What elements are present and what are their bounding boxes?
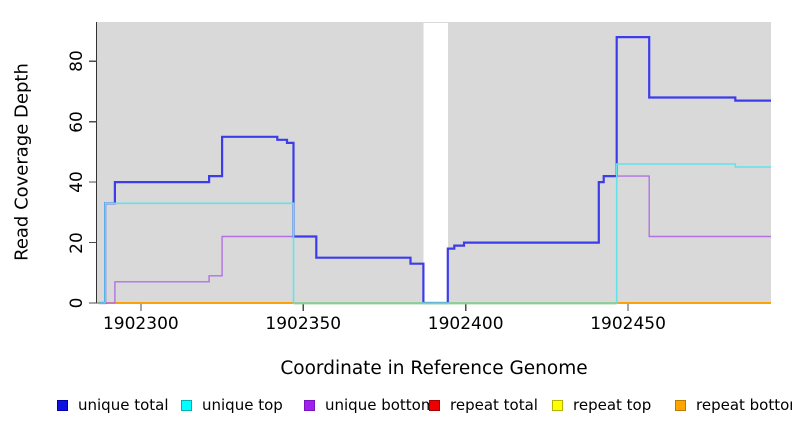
x-tick-label-1902450: 1902450 [590, 314, 666, 334]
series-unique-total [98, 36, 771, 305]
y-tick-label-60: 60 [67, 110, 87, 133]
x-tick-label-1902350: 1902350 [265, 314, 342, 334]
x-axis-title: Coordinate in Reference Genome [280, 358, 588, 379]
gap-band [423, 23, 448, 303]
y-tick-label-20: 20 [67, 231, 87, 254]
y-tick-label-80: 80 [67, 50, 87, 73]
y-axis-title: Read Coverage Depth [11, 63, 33, 261]
y-tick-label-40: 40 [67, 171, 87, 193]
x-tick-label-1902400: 1902400 [427, 314, 504, 334]
x-tick-label-1902300: 1902300 [102, 314, 179, 334]
y-tick-label-0: 0 [67, 297, 87, 309]
